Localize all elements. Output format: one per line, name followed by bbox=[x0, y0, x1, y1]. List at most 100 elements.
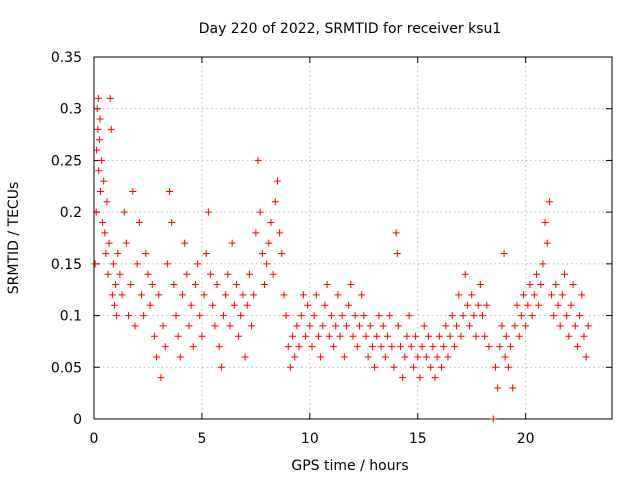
data-point bbox=[222, 291, 230, 299]
data-point bbox=[347, 281, 355, 289]
data-point bbox=[459, 312, 467, 320]
data-point bbox=[431, 374, 439, 382]
y-tick-label: 0.15 bbox=[51, 257, 82, 273]
data-point bbox=[187, 301, 195, 309]
data-point bbox=[189, 343, 197, 351]
data-point bbox=[332, 322, 340, 330]
data-point bbox=[321, 301, 329, 309]
data-point bbox=[113, 312, 121, 320]
data-point bbox=[545, 198, 553, 206]
data-point bbox=[345, 301, 353, 309]
data-point bbox=[198, 332, 206, 340]
data-point bbox=[91, 260, 99, 268]
data-point bbox=[116, 270, 124, 278]
data-point bbox=[379, 322, 387, 330]
x-tick-label: 15 bbox=[409, 431, 427, 447]
data-point bbox=[108, 291, 116, 299]
data-point bbox=[96, 115, 104, 123]
data-point bbox=[578, 291, 586, 299]
data-point bbox=[582, 353, 590, 361]
data-point bbox=[466, 322, 474, 330]
data-point bbox=[409, 363, 417, 371]
data-point bbox=[509, 384, 517, 392]
data-point bbox=[265, 239, 273, 247]
data-point bbox=[569, 281, 577, 289]
data-point bbox=[444, 353, 452, 361]
data-point bbox=[142, 250, 150, 258]
data-point bbox=[95, 136, 103, 144]
data-point bbox=[330, 343, 338, 351]
data-point bbox=[120, 208, 128, 216]
data-point bbox=[377, 343, 385, 351]
data-point bbox=[501, 353, 509, 361]
data-point bbox=[276, 229, 284, 237]
data-point bbox=[304, 301, 312, 309]
data-point bbox=[390, 363, 398, 371]
data-point bbox=[312, 291, 320, 299]
data-point bbox=[267, 218, 275, 226]
data-point bbox=[386, 312, 394, 320]
data-point bbox=[558, 291, 566, 299]
data-point bbox=[479, 312, 486, 320]
data-point bbox=[250, 291, 258, 299]
data-point bbox=[109, 260, 117, 268]
data-point bbox=[504, 363, 512, 371]
data-point bbox=[111, 301, 119, 309]
data-point bbox=[543, 239, 551, 247]
data-point bbox=[100, 177, 108, 185]
data-point bbox=[163, 260, 171, 268]
y-axis-label: SRMTID / TECUs bbox=[6, 182, 22, 295]
data-point bbox=[135, 218, 143, 226]
data-point bbox=[371, 363, 379, 371]
data-point bbox=[368, 343, 376, 351]
data-point bbox=[388, 343, 396, 351]
data-point bbox=[273, 177, 281, 185]
data-point bbox=[94, 125, 102, 133]
data-point bbox=[463, 301, 471, 309]
data-point bbox=[129, 187, 137, 195]
data-point bbox=[245, 270, 253, 278]
data-point bbox=[286, 363, 294, 371]
data-point bbox=[455, 291, 463, 299]
data-point bbox=[172, 312, 180, 320]
data-point bbox=[161, 343, 169, 351]
data-point bbox=[336, 332, 344, 340]
data-point bbox=[114, 250, 122, 258]
data-point bbox=[349, 332, 357, 340]
data-point bbox=[327, 312, 335, 320]
chart-title: Day 220 of 2022, SRMTID for receiver ksu… bbox=[199, 21, 502, 37]
data-point bbox=[122, 239, 130, 247]
data-point bbox=[461, 270, 469, 278]
data-point bbox=[102, 250, 110, 258]
data-point bbox=[364, 353, 372, 361]
data-point bbox=[308, 343, 316, 351]
data-point bbox=[317, 353, 325, 361]
y-tick-label: 0.25 bbox=[51, 153, 82, 169]
data-point bbox=[204, 208, 212, 216]
data-point bbox=[470, 312, 478, 320]
data-point bbox=[170, 281, 178, 289]
data-point bbox=[202, 250, 210, 258]
grid-lines bbox=[94, 57, 612, 419]
data-point bbox=[412, 332, 420, 340]
data-point bbox=[446, 332, 454, 340]
data-point bbox=[291, 353, 299, 361]
data-point bbox=[435, 332, 443, 340]
data-point bbox=[220, 312, 227, 320]
data-point bbox=[381, 353, 389, 361]
data-point bbox=[153, 353, 161, 361]
data-point bbox=[528, 312, 536, 320]
data-point bbox=[375, 312, 383, 320]
data-point bbox=[137, 291, 145, 299]
data-point bbox=[98, 156, 106, 164]
data-point bbox=[269, 270, 277, 278]
data-point bbox=[127, 281, 135, 289]
plot-frame bbox=[93, 56, 613, 420]
data-point bbox=[515, 332, 523, 340]
data-point bbox=[235, 332, 243, 340]
data-point bbox=[360, 312, 368, 320]
data-point bbox=[99, 218, 107, 226]
data-point bbox=[442, 322, 450, 330]
data-point bbox=[159, 322, 167, 330]
data-point bbox=[537, 281, 545, 289]
